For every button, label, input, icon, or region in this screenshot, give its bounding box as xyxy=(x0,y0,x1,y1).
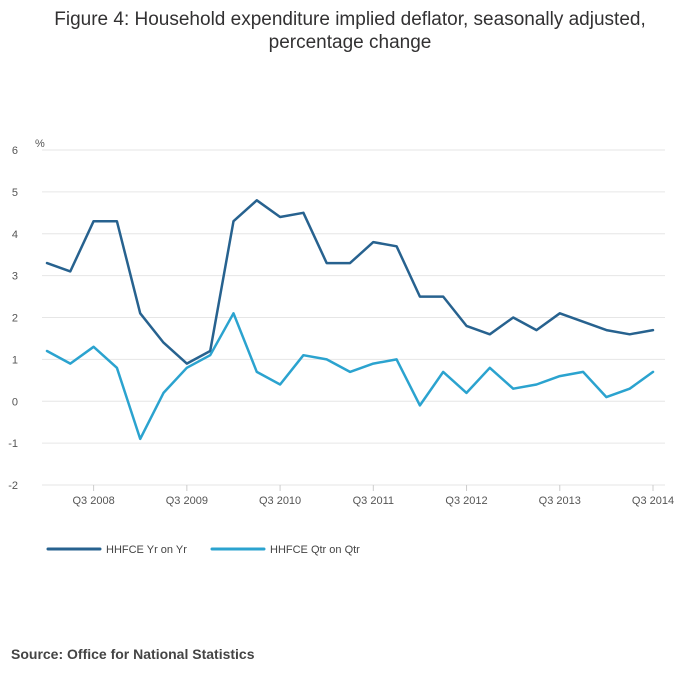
legend: HHFCE Yr on Yr HHFCE Qtr on Qtr xyxy=(46,544,360,556)
y-tick-label: 6 xyxy=(12,145,18,157)
source-note: Source: Office for National Statistics xyxy=(11,646,255,662)
y-tick-label: 5 xyxy=(12,187,18,199)
legend-label: HHFCE Yr on Yr xyxy=(106,544,187,556)
y-tick-label: -2 xyxy=(8,480,18,492)
chart-title-line-1: Figure 4: Household expenditure implied … xyxy=(54,9,646,30)
x-tick-label: Q3 2012 xyxy=(445,495,487,507)
y-tick-label: 2 xyxy=(12,313,18,325)
x-tick-label: Q3 2011 xyxy=(353,495,394,507)
x-tick-label: Q3 2013 xyxy=(539,495,581,507)
x-tick-label: Q3 2009 xyxy=(166,495,208,507)
y-tick-label: 4 xyxy=(12,229,18,241)
legend-label: HHFCE Qtr on Qtr xyxy=(270,544,360,556)
x-tick-label: Q3 2010 xyxy=(259,495,301,507)
x-tick-label: Q3 2008 xyxy=(73,495,115,507)
series-line-qtr-on-qtr xyxy=(45,312,655,441)
y-tick-label: 1 xyxy=(12,354,18,366)
y-tick-label: 3 xyxy=(12,271,18,283)
chart-title-line-2: percentage change xyxy=(268,32,432,53)
y-tick-label: 0 xyxy=(12,396,18,408)
y-tick-label: -1 xyxy=(8,438,18,450)
y-axis-label: % xyxy=(35,138,45,150)
y-axis: 6 5 4 3 2 1 0 -1 -2 xyxy=(8,145,18,492)
series-lines xyxy=(45,199,655,441)
x-axis: Q3 2008 Q3 2009 Q3 2010 Q3 2011 Q3 2012 Q3 20… xyxy=(73,485,674,507)
series-line-yr-on-yr xyxy=(45,199,655,365)
gridlines xyxy=(42,149,665,486)
x-tick-label: Q3 2014 xyxy=(632,495,674,507)
chart-title: Figure 4: Household expenditure implied … xyxy=(0,8,700,54)
